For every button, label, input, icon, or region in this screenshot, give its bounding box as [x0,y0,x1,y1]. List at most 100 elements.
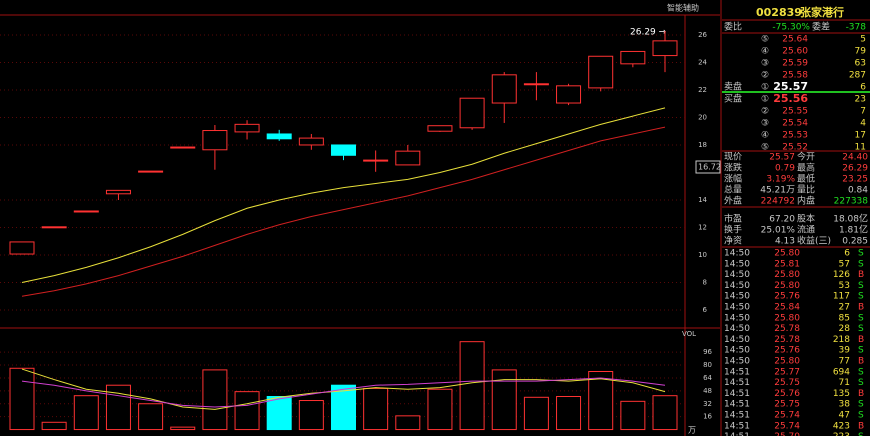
stat-label: 最高 [797,162,815,174]
book-level: ⑤ [761,35,769,45]
book-volume: 11 [855,143,866,153]
ratio-value: -75.30% [772,23,810,33]
trade-time: 14:50 [724,259,750,269]
volume-bar [588,371,614,431]
stat-label: 股本 [797,213,815,225]
y-tick-label: 18 [698,141,707,149]
candle-body [363,159,389,162]
volume-bar [523,396,549,431]
candle-body [138,170,164,173]
moving-average [21,107,666,283]
trade-price: 25.78 [774,335,800,345]
book-level: ② [761,107,769,117]
book-volume: 6 [860,83,866,93]
book-volume: 17 [855,131,866,141]
stat-label: 流通 [797,224,815,236]
book-price: 25.55 [782,107,808,117]
candle-body [9,241,35,255]
high-marker: 26.29 → [630,28,667,38]
book-price: 25.59 [782,59,808,69]
trade-time: 14:51 [724,421,750,431]
y-tick-label: 14 [698,196,707,204]
book-level: ④ [761,131,769,141]
candle-body [427,125,453,132]
volume-bar [41,421,67,431]
trade-price: 25.80 [774,281,800,291]
volume-unit: 万 [688,426,696,435]
trade-volume: 85 [839,313,850,323]
trade-time: 14:50 [724,346,750,356]
candle-body [459,97,485,129]
stat-value: 26.29 [842,164,868,174]
trade-time: 14:50 [724,281,750,291]
y-tick-label: 16 [703,413,712,421]
trade-side: S [858,400,864,410]
trade-side: B [858,357,864,367]
trade-side: S [858,292,864,302]
trade-volume: 57 [839,259,850,269]
stat-label: 今开 [797,151,815,163]
stat-label: 市盈 [724,213,742,225]
stat-label: 现价 [724,152,742,163]
volume-label: VOL [682,330,696,338]
volume-bar [459,341,485,431]
book-level: ① [761,95,769,105]
y-tick-label: 96 [703,348,712,356]
trade-time: 14:51 [724,411,750,421]
volume-bar [620,400,646,431]
stat-value: 23.25 [842,175,868,185]
stock-code: 002839 [756,6,802,19]
stat-value: 67.20 [769,215,795,225]
stat-value: 1.81亿 [839,224,868,236]
candle-body [298,137,324,146]
book-level: ① [761,83,769,93]
trade-volume: 126 [833,270,850,280]
book-price: 25.57 [773,80,808,93]
volume-bar [202,369,228,431]
stat-label: 净资 [724,235,742,247]
volume-bar [9,367,35,431]
book-price: 25.60 [782,47,808,57]
volume-bar [556,395,582,431]
trade-volume: 47 [839,411,850,421]
stat-value: 4.13 [775,237,795,247]
book-level: ② [761,71,769,81]
trade-side: B [858,335,864,345]
trade-side: S [858,324,864,334]
trade-time: 14:51 [724,378,750,388]
trade-volume: 53 [839,281,850,291]
trade-volume: 38 [839,400,851,410]
book-price: 25.53 [782,131,808,141]
y-tick-label: 6 [703,306,708,314]
trade-price: 25.80 [774,249,800,259]
stat-label: 收益(三) [797,235,831,247]
stat-label: 最低 [797,173,815,185]
stat-label: 内盘 [797,195,815,207]
stat-label: 外盘 [724,195,742,207]
volume-bar [395,415,421,431]
trade-time: 14:51 [724,367,750,377]
y-tick-label: 24 [698,58,707,66]
candle-body [652,40,678,57]
book-level: ⑤ [761,143,769,153]
candle-body [266,133,292,140]
y-tick-label: 20 [698,113,707,121]
y-tick-label: 12 [698,223,707,231]
trade-price: 25.74 [774,421,800,431]
stat-label: 量比 [797,184,815,196]
trade-side: B [858,270,864,280]
trade-price: 25.76 [774,292,800,302]
stat-value: 18.08亿 [833,213,868,225]
y-tick-label: 8 [703,279,707,287]
trade-volume: 117 [833,292,850,302]
stat-value: 3.19% [766,175,795,185]
book-level: ③ [761,59,769,69]
moving-average [21,377,666,408]
trade-volume: 28 [839,324,851,334]
ratio-value: -378 [846,23,867,33]
trade-price: 25.75 [774,378,800,388]
book-volume: 63 [855,59,866,69]
book-price: 25.54 [782,119,808,129]
candle-body [170,146,196,149]
trade-time: 14:51 [724,400,750,410]
